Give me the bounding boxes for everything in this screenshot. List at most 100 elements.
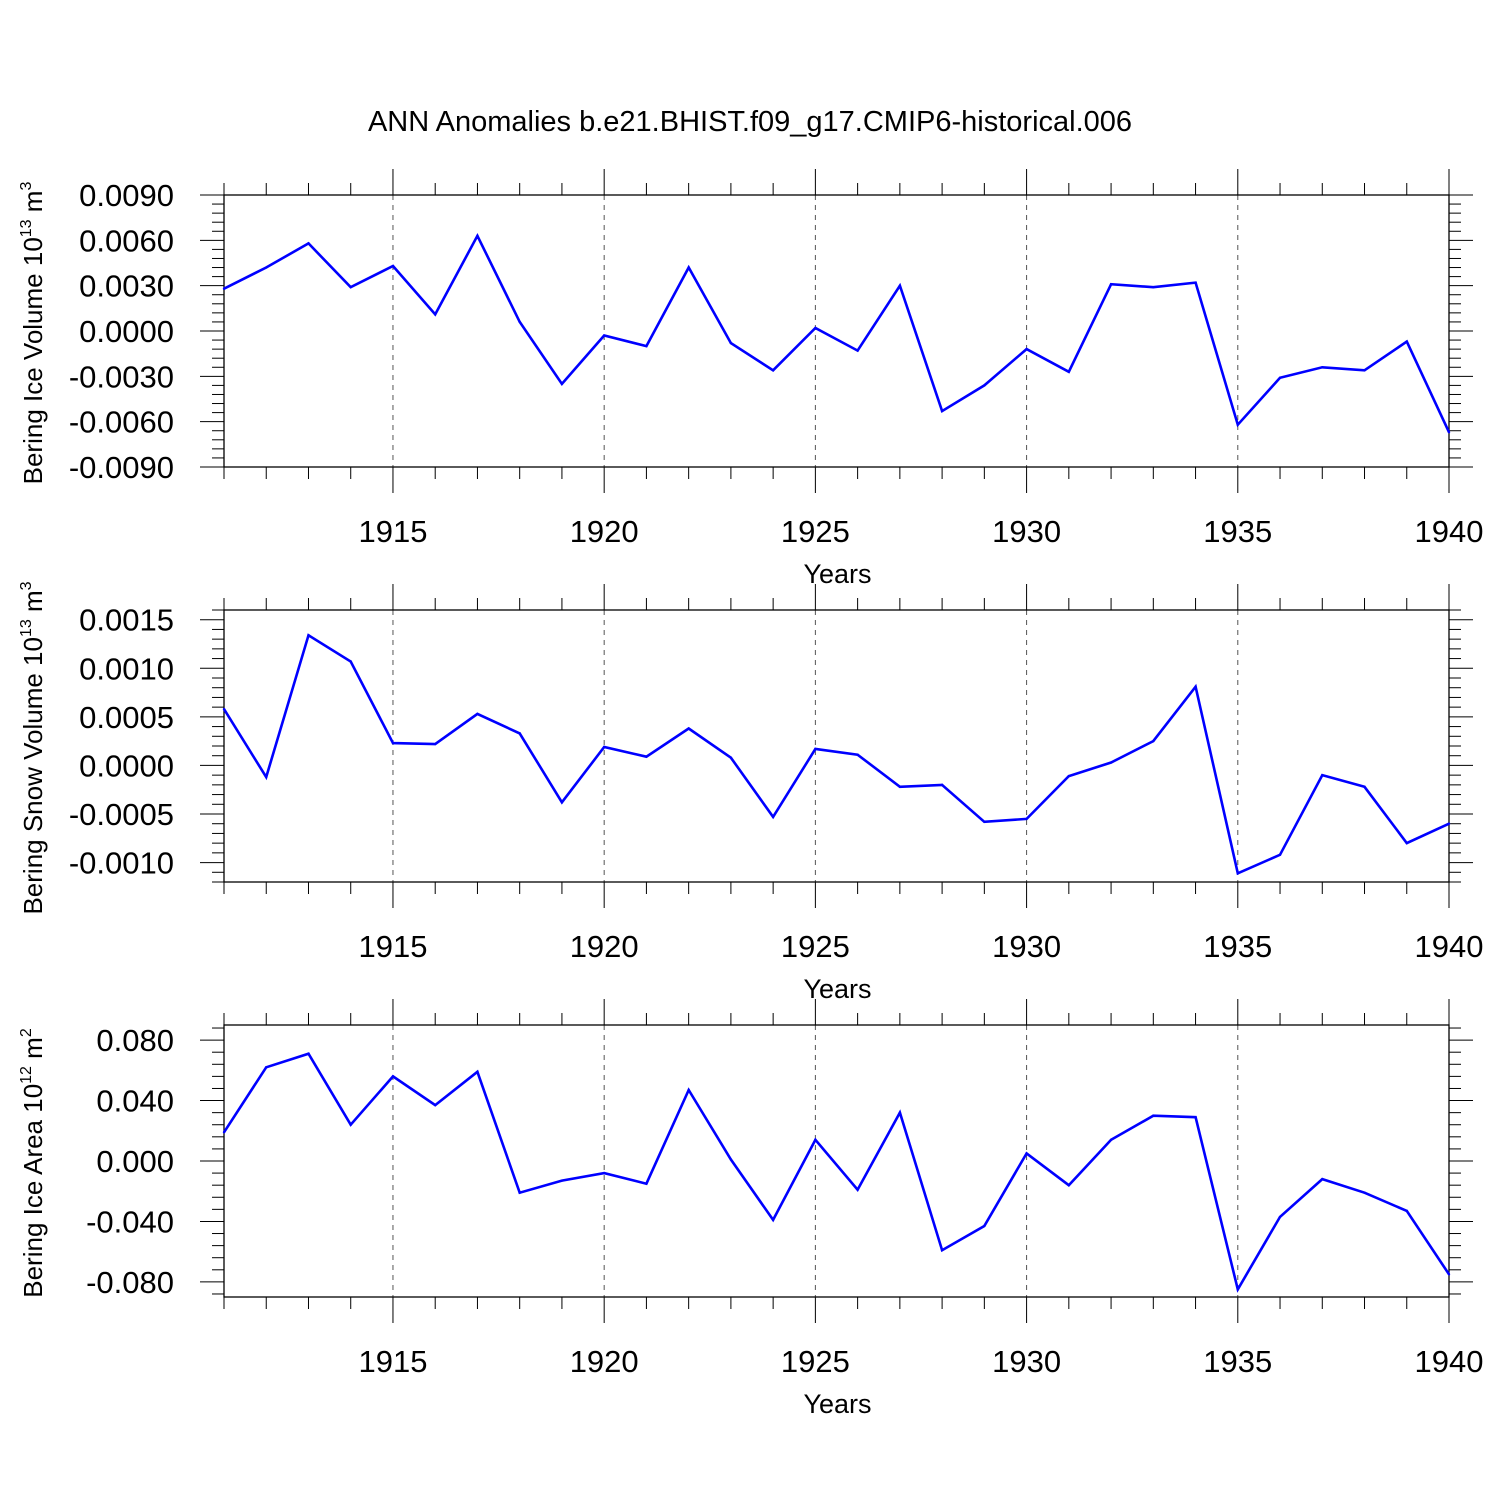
data-point: [1152, 739, 1155, 743]
data-point: [940, 409, 944, 413]
data-point: [307, 634, 310, 637]
data-point: [983, 820, 986, 823]
data-point: [391, 741, 395, 745]
data-point: [1194, 1115, 1197, 1119]
y-tick-label: 0.0030: [79, 269, 174, 304]
data-point: [1321, 773, 1324, 777]
y-axis-title-unit-exp: 2: [18, 1028, 35, 1037]
x-tick-label: 1930: [992, 1344, 1061, 1379]
data-point: [1278, 376, 1282, 380]
data-point: [856, 1188, 859, 1191]
data-point: [1363, 1191, 1366, 1194]
y-tick-label: 0.0005: [79, 700, 174, 735]
data-point: [1025, 817, 1028, 821]
y-axis-title: Bering Ice Volume 1013 m3: [18, 182, 48, 485]
data-point: [602, 334, 606, 337]
data-point: [1236, 872, 1239, 875]
data-point: [1067, 774, 1071, 778]
data-point: [349, 285, 352, 289]
y-tick-label: 0.000: [96, 1144, 174, 1179]
y-axis-title-unit: m: [18, 191, 48, 220]
data-point: [898, 785, 902, 788]
chart-panel-2: 0.0015 0.0010 0.0005 0.0000 -0.0005 -0.0010 19…: [18, 581, 1483, 1004]
data-point: [1109, 282, 1113, 286]
data-point: [222, 287, 226, 290]
x-tick-label: 1915: [358, 929, 427, 964]
data-point: [560, 801, 564, 804]
x-axis-title: Years: [803, 559, 871, 589]
y-tick-label: -0.0090: [69, 450, 174, 485]
data-point: [1278, 1215, 1282, 1219]
y-tick-label: 0.0000: [79, 314, 174, 349]
data-point: [1194, 281, 1197, 284]
y-axis-title-exp: 12: [18, 1066, 35, 1084]
chart-panel-1: 0.0090 0.0060 0.0030 0.0000 -0.0030 -0.0060 -0…: [18, 169, 1483, 589]
data-point: [1152, 285, 1155, 289]
y-tick-label: 0.0015: [79, 603, 174, 638]
data-point: [814, 1138, 817, 1142]
data-point: [265, 775, 268, 779]
data-point: [434, 742, 437, 746]
plot-frame: [223, 1024, 1450, 1298]
data-point: [1067, 1183, 1071, 1187]
y-axis-title-text: Bering Snow Volume 10: [18, 637, 48, 915]
y-axis-title: Bering Snow Volume 1013 m3: [18, 581, 48, 914]
y-tick-label: 0.0000: [79, 748, 174, 783]
data-point: [645, 755, 648, 758]
data-point: [476, 1070, 479, 1074]
chart-panel-3: 0.080 0.040 0.000 -0.040 -0.080 1915 1920 1925 1…: [18, 999, 1483, 1419]
data-point: [1321, 1177, 1324, 1181]
y-tick-label: -0.080: [86, 1265, 174, 1300]
data-point: [560, 382, 564, 386]
y-axis-title-text: Bering Ice Volume 10: [18, 237, 48, 484]
x-tick-label: 1915: [358, 1344, 427, 1379]
y-axis-title-unit: m: [18, 590, 48, 619]
y-tick-label: -0.0060: [69, 405, 174, 440]
data-point: [391, 264, 395, 268]
x-tick-label: 1920: [570, 929, 639, 964]
data-point: [349, 1123, 352, 1126]
x-tick-label: 1940: [1415, 514, 1484, 549]
y-axis-title-exp: 13: [18, 619, 35, 637]
data-point: [265, 1066, 268, 1069]
x-axis-title: Years: [803, 974, 871, 1004]
data-point: [222, 1131, 226, 1134]
x-tick-label: 1935: [1203, 514, 1272, 549]
data-point: [434, 1103, 437, 1107]
series-line: [222, 1052, 1451, 1293]
data-point: [814, 326, 817, 330]
data-point: [1236, 1288, 1239, 1291]
data-point: [1025, 1152, 1028, 1155]
data-point: [1194, 685, 1197, 688]
data-point: [1405, 841, 1408, 845]
data-point: [729, 341, 733, 345]
y-tick-label: 0.040: [96, 1084, 174, 1119]
y-tick-label: 0.080: [96, 1023, 174, 1058]
x-tick-label: 1915: [358, 514, 427, 549]
x-tick-label: 1930: [992, 514, 1061, 549]
data-point: [518, 732, 521, 735]
y-tick-label: -0.0030: [69, 359, 174, 394]
y-tick-label: -0.0010: [69, 846, 174, 881]
x-axis-title: Years: [803, 1389, 871, 1419]
data-point: [1363, 369, 1366, 372]
data-point: [1363, 785, 1366, 788]
chart-title: ANN Anomalies b.e21.BHIST.f09_g17.CMIP6-…: [368, 106, 1132, 138]
x-tick-label: 1925: [781, 514, 850, 549]
x-tick-label: 1920: [570, 514, 639, 549]
data-point: [1447, 431, 1451, 434]
data-point: [983, 384, 986, 387]
y-tick-label: -0.0005: [69, 797, 174, 832]
data-point: [771, 369, 775, 372]
x-tick-label: 1925: [781, 1344, 850, 1379]
data-point: [518, 320, 521, 324]
data-point: [265, 266, 268, 269]
data-point: [687, 266, 690, 269]
x-tick-label: 1935: [1203, 929, 1272, 964]
data-point: [602, 745, 606, 749]
data-point: [898, 1111, 902, 1114]
data-point: [645, 344, 648, 348]
y-axis-title-unit: m: [18, 1037, 48, 1066]
y-axis-title-exp: 13: [18, 219, 35, 237]
